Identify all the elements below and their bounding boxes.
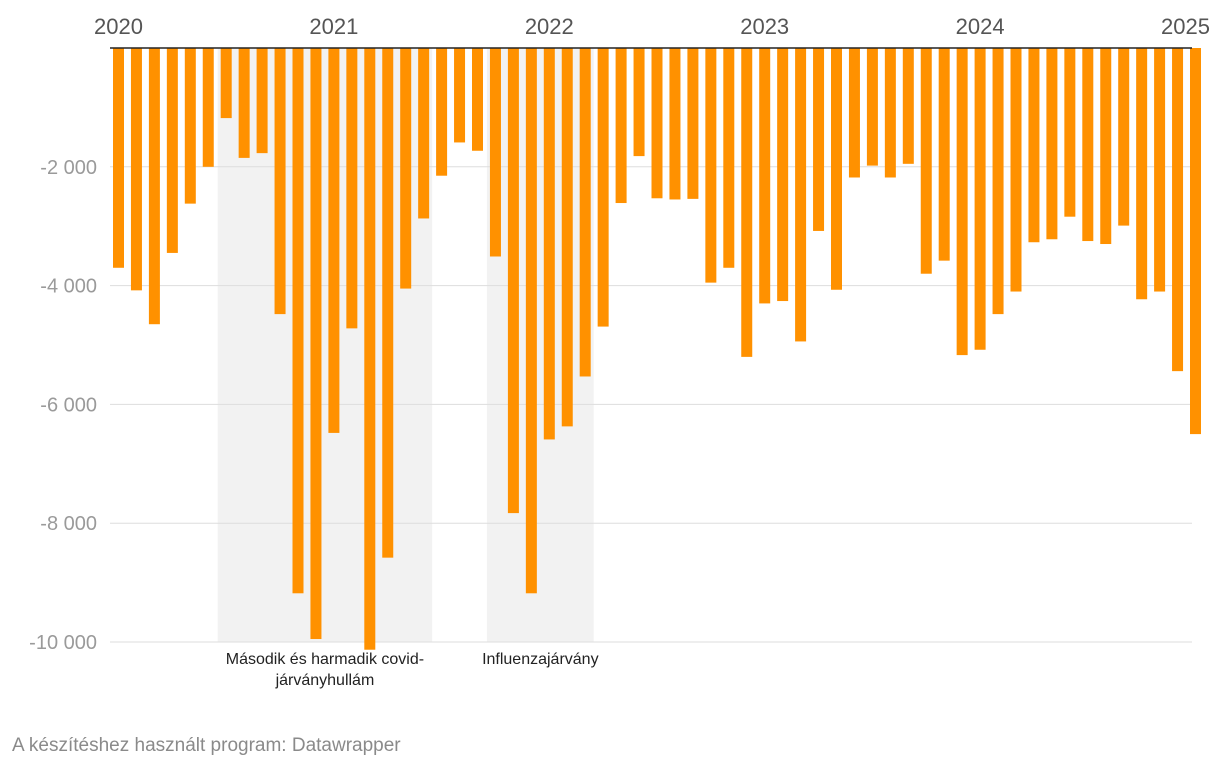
bar bbox=[848, 48, 860, 178]
y-tick-label: -4 000 bbox=[40, 276, 97, 298]
x-tick-label: 2024 bbox=[956, 14, 1005, 39]
x-tick-label: 2020 bbox=[94, 14, 143, 39]
bar bbox=[1082, 48, 1094, 242]
chart: -2 000 -4 000 -6 000 -8 000 -10 000 2020 2021 2… bbox=[29, 14, 1210, 689]
bar bbox=[615, 48, 627, 204]
bar bbox=[866, 48, 878, 166]
y-tick-label: -2 000 bbox=[40, 157, 97, 179]
shaded-period-1 bbox=[217, 48, 433, 642]
y-tick-label: -6 000 bbox=[40, 394, 97, 416]
bar bbox=[507, 48, 519, 514]
axes: -2 000 -4 000 -6 000 -8 000 -10 000 2020 2021 2… bbox=[29, 14, 1210, 654]
bar bbox=[902, 48, 914, 164]
bar bbox=[1154, 48, 1166, 292]
bar bbox=[669, 48, 681, 200]
bar bbox=[418, 48, 430, 219]
shaded-period-2 bbox=[486, 48, 594, 642]
annotation-label: járványhullám bbox=[275, 672, 375, 689]
y-tick-label: -10 000 bbox=[29, 632, 97, 654]
bar bbox=[974, 48, 986, 350]
bar bbox=[113, 48, 124, 268]
bar bbox=[777, 48, 789, 302]
bar bbox=[1028, 48, 1040, 243]
y-tick-label: -8 000 bbox=[40, 513, 97, 535]
bar bbox=[1136, 48, 1148, 300]
bar bbox=[400, 48, 412, 289]
bar bbox=[759, 48, 771, 304]
bar bbox=[1172, 48, 1184, 372]
bar bbox=[651, 48, 663, 199]
x-tick-label: 2022 bbox=[525, 14, 574, 39]
bar bbox=[220, 48, 232, 119]
bar bbox=[202, 48, 214, 167]
annotation-label: Második és harmadik covid- bbox=[226, 651, 424, 668]
bar bbox=[992, 48, 1004, 315]
bar bbox=[436, 48, 448, 176]
bar bbox=[795, 48, 807, 342]
bar bbox=[489, 48, 501, 257]
bar bbox=[723, 48, 735, 268]
bar bbox=[472, 48, 483, 151]
bar bbox=[148, 48, 160, 325]
bar bbox=[364, 48, 376, 650]
x-tick-label: 2021 bbox=[309, 14, 358, 39]
bar bbox=[256, 48, 268, 154]
bar bbox=[956, 48, 968, 356]
bar bbox=[597, 48, 609, 327]
bar bbox=[579, 48, 591, 377]
bar bbox=[328, 48, 340, 433]
bar bbox=[1046, 48, 1058, 240]
bar bbox=[543, 48, 555, 440]
bar bbox=[884, 48, 896, 178]
bar bbox=[561, 48, 573, 427]
bar bbox=[310, 48, 322, 640]
bar bbox=[938, 48, 950, 261]
bar bbox=[813, 48, 825, 231]
bar bbox=[705, 48, 717, 283]
bar bbox=[184, 48, 196, 204]
bar bbox=[166, 48, 178, 253]
bar bbox=[382, 48, 394, 558]
bar bbox=[130, 48, 142, 291]
footer-credit: A készítéshez használt program: Datawrap… bbox=[12, 735, 401, 756]
bar bbox=[346, 48, 358, 329]
x-tick-label: 2023 bbox=[740, 14, 789, 39]
bar bbox=[741, 48, 753, 357]
bar bbox=[831, 48, 842, 290]
shaded-periods bbox=[217, 48, 594, 642]
annotation-label: Influenzajárvány bbox=[482, 651, 599, 668]
bar bbox=[920, 48, 932, 274]
bar bbox=[292, 48, 304, 594]
bars bbox=[113, 48, 1201, 650]
x-tick-label: 2025 bbox=[1161, 14, 1210, 39]
bar bbox=[274, 48, 286, 315]
annotations: Második és harmadik covid-járványhullám I… bbox=[226, 651, 599, 689]
bar bbox=[454, 48, 466, 143]
bar bbox=[687, 48, 699, 199]
bar bbox=[1010, 48, 1022, 292]
bar bbox=[1100, 48, 1112, 245]
bar bbox=[1118, 48, 1130, 226]
bar bbox=[238, 48, 250, 158]
bar bbox=[1190, 48, 1201, 435]
bar bbox=[1064, 48, 1076, 217]
bar bbox=[633, 48, 645, 157]
bar bbox=[525, 48, 537, 594]
